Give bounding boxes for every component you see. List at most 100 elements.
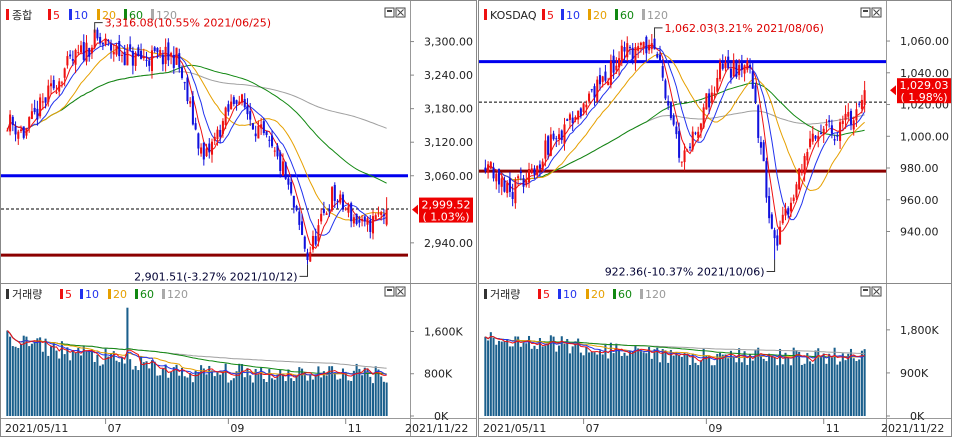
- candle-body: [265, 131, 268, 136]
- vol-ma20-label: 20: [113, 288, 127, 301]
- volume-bar: [484, 336, 487, 416]
- candle-body: [366, 218, 369, 225]
- candle-body: [566, 119, 569, 121]
- candle-body: [547, 136, 550, 155]
- volume-bar: [145, 361, 148, 416]
- candle: [382, 209, 385, 225]
- candle-body: [279, 152, 282, 172]
- candle: [768, 187, 771, 224]
- volume-bar: [276, 374, 279, 416]
- volume-bar: [530, 348, 533, 416]
- candle-body: [828, 120, 831, 122]
- candle: [511, 183, 514, 207]
- volume-bar: [303, 372, 306, 416]
- close-icon[interactable]: [395, 7, 406, 18]
- volume-bar: [366, 368, 369, 416]
- candle: [178, 48, 181, 73]
- candle: [63, 67, 66, 87]
- close-icon[interactable]: [871, 7, 882, 18]
- kosdaq-chart: KOSDAQ 5 10 20 60 120 거래량 5 10 20 60: [478, 0, 952, 437]
- candle-body: [159, 50, 162, 54]
- low-annotation: 922.36(-10.37% 2021/10/06): [605, 265, 765, 278]
- volume-bar: [191, 382, 194, 416]
- volume-bar: [519, 346, 522, 416]
- candle: [361, 215, 364, 227]
- volume-bar: [533, 345, 536, 416]
- volume-bar: [768, 353, 771, 416]
- candle: [208, 138, 211, 159]
- candle-body: [858, 103, 861, 105]
- candle: [628, 45, 632, 55]
- candle-body: [352, 217, 355, 224]
- candle: [800, 163, 803, 176]
- candle-body: [691, 131, 694, 150]
- volume-bar: [60, 341, 63, 416]
- candle: [150, 45, 154, 79]
- volume-bar: [183, 376, 186, 416]
- maximize-icon[interactable]: [384, 7, 395, 18]
- volume-bar: [517, 336, 520, 416]
- candle-body: [607, 82, 610, 86]
- candle: [281, 153, 284, 177]
- ma5-line: [6, 38, 387, 250]
- maximize-icon[interactable]: [860, 7, 871, 18]
- candle: [541, 158, 544, 172]
- volume-bar: [355, 363, 358, 416]
- volume-bar: [514, 336, 517, 416]
- volume-bar: [170, 372, 173, 416]
- candle-body: [533, 168, 536, 175]
- volume-bar: [607, 358, 610, 416]
- candle: [612, 49, 615, 79]
- volume-bar: [309, 374, 312, 416]
- candle-body: [754, 85, 757, 102]
- candle: [66, 51, 69, 69]
- vol-ma10-label: 10: [85, 288, 99, 301]
- volume-bar: [754, 350, 757, 416]
- volume-bar: [604, 344, 607, 416]
- volume-close-icon[interactable]: [395, 286, 406, 297]
- volume-bar: [382, 381, 385, 416]
- candle-body: [552, 133, 555, 140]
- candle: [355, 213, 358, 226]
- candle-body: [142, 56, 145, 58]
- candle: [699, 122, 702, 139]
- candle: [530, 163, 533, 175]
- candle: [645, 35, 648, 62]
- candle-body: [678, 131, 681, 158]
- volume-bar: [262, 379, 265, 416]
- volume-bar: [380, 376, 383, 416]
- candle: [273, 146, 276, 157]
- volume-close-icon[interactable]: [871, 286, 882, 297]
- ma20-line: [485, 52, 865, 192]
- candle-body: [746, 61, 749, 70]
- price-tick-label: 1,060.00: [900, 35, 949, 48]
- volume-bar: [295, 375, 298, 416]
- current-price-bg: [419, 197, 473, 223]
- candle-body: [219, 129, 222, 137]
- volume-bar: [691, 353, 694, 416]
- candle-body: [322, 209, 325, 213]
- candle-body: [115, 45, 118, 55]
- volume-bar: [615, 343, 618, 416]
- candle: [779, 220, 782, 245]
- volume-bar: [656, 347, 659, 416]
- candle-body: [497, 169, 501, 185]
- volume-bar: [74, 353, 77, 416]
- volume-bar: [839, 361, 842, 416]
- candle: [514, 177, 517, 209]
- candle-body: [683, 150, 686, 163]
- candle-body: [639, 42, 642, 46]
- candle-body: [489, 162, 492, 169]
- candle: [615, 57, 618, 75]
- volume-maximize-icon[interactable]: [384, 286, 395, 297]
- candle-body: [667, 100, 670, 106]
- volume-bar: [634, 345, 637, 416]
- volume-bar: [795, 350, 798, 416]
- volume-maximize-icon[interactable]: [860, 286, 871, 297]
- high-pointer: [94, 22, 103, 33]
- candle: [609, 54, 612, 89]
- candle: [708, 88, 711, 115]
- volume-bar: [238, 363, 241, 416]
- volume-bar: [574, 341, 577, 416]
- candle: [658, 45, 662, 63]
